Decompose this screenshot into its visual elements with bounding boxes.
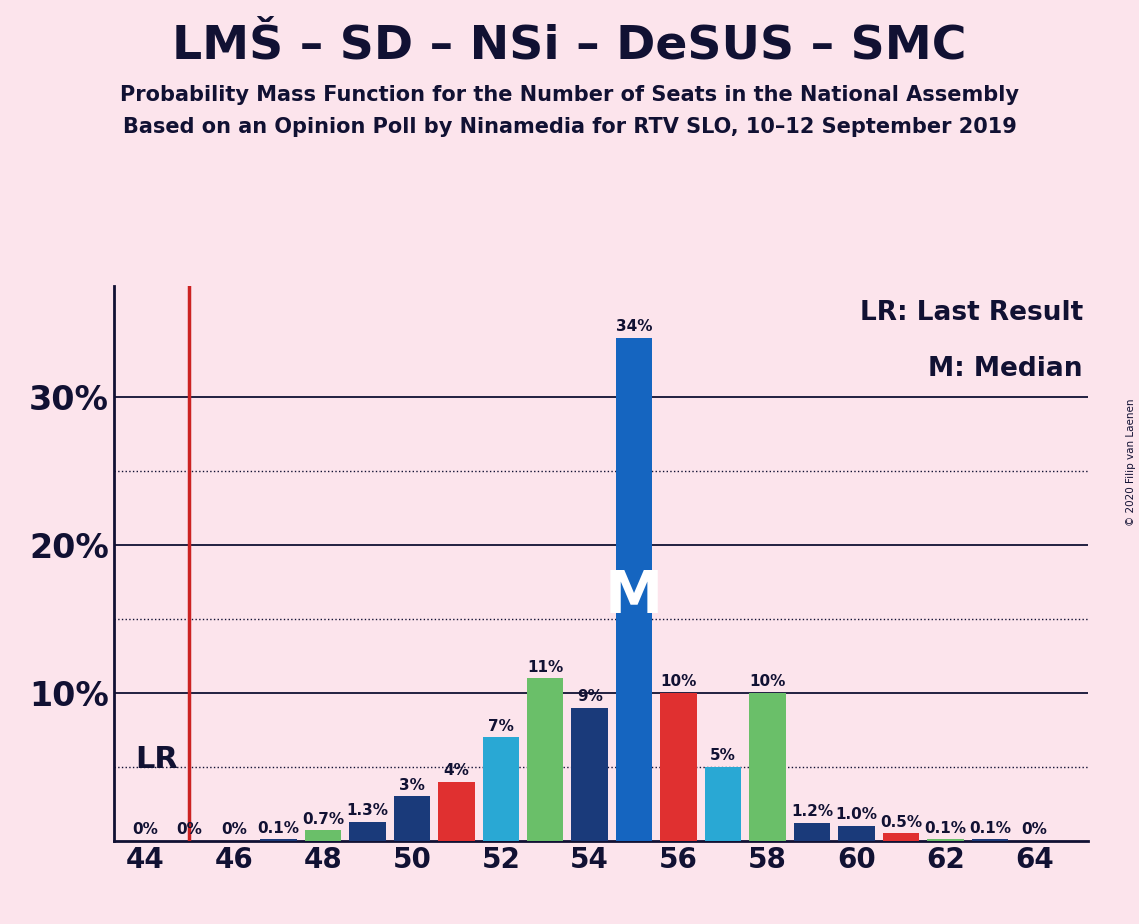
Bar [616,338,653,841]
Bar [304,831,342,841]
Text: 10%: 10% [749,675,786,689]
Text: 9%: 9% [576,689,603,704]
Text: Based on an Opinion Poll by Ninamedia for RTV SLO, 10–12 September 2019: Based on an Opinion Poll by Ninamedia fo… [123,117,1016,138]
Text: LR: Last Result: LR: Last Result [860,300,1083,326]
Bar [483,737,519,841]
Text: 0%: 0% [221,822,247,837]
Bar [838,826,875,841]
Text: 5%: 5% [711,748,736,763]
Bar [972,839,1008,841]
Text: 0.1%: 0.1% [925,821,967,835]
Text: Probability Mass Function for the Number of Seats in the National Assembly: Probability Mass Function for the Number… [120,85,1019,105]
Bar [705,767,741,841]
Text: 0.5%: 0.5% [880,815,923,830]
Text: LMŠ – SD – NSi – DeSUS – SMC: LMŠ – SD – NSi – DeSUS – SMC [172,23,967,68]
Bar [394,796,431,841]
Text: 0.7%: 0.7% [302,812,344,827]
Bar [439,782,475,841]
Text: 10%: 10% [661,675,697,689]
Bar [883,833,919,841]
Text: 1.0%: 1.0% [836,808,877,822]
Bar [572,708,608,841]
Bar [260,839,296,841]
Bar [661,693,697,841]
Bar [350,821,386,841]
Text: 1.3%: 1.3% [346,803,388,818]
Text: 4%: 4% [443,763,469,778]
Text: © 2020 Filip van Laenen: © 2020 Filip van Laenen [1126,398,1136,526]
Text: 11%: 11% [527,660,564,675]
Text: 0%: 0% [177,822,203,837]
Text: M: M [605,568,663,626]
Text: 0%: 0% [1022,822,1048,837]
Text: 0.1%: 0.1% [257,821,300,835]
Text: M: Median: M: Median [928,356,1083,382]
Text: 0.1%: 0.1% [969,821,1011,835]
Text: 0%: 0% [132,822,158,837]
Text: 1.2%: 1.2% [790,805,833,820]
Bar [794,823,830,841]
Text: 7%: 7% [487,719,514,734]
Text: 34%: 34% [616,320,653,334]
Bar [927,839,964,841]
Text: 3%: 3% [399,778,425,793]
Bar [527,678,564,841]
Bar [749,693,786,841]
Text: LR: LR [136,745,179,774]
